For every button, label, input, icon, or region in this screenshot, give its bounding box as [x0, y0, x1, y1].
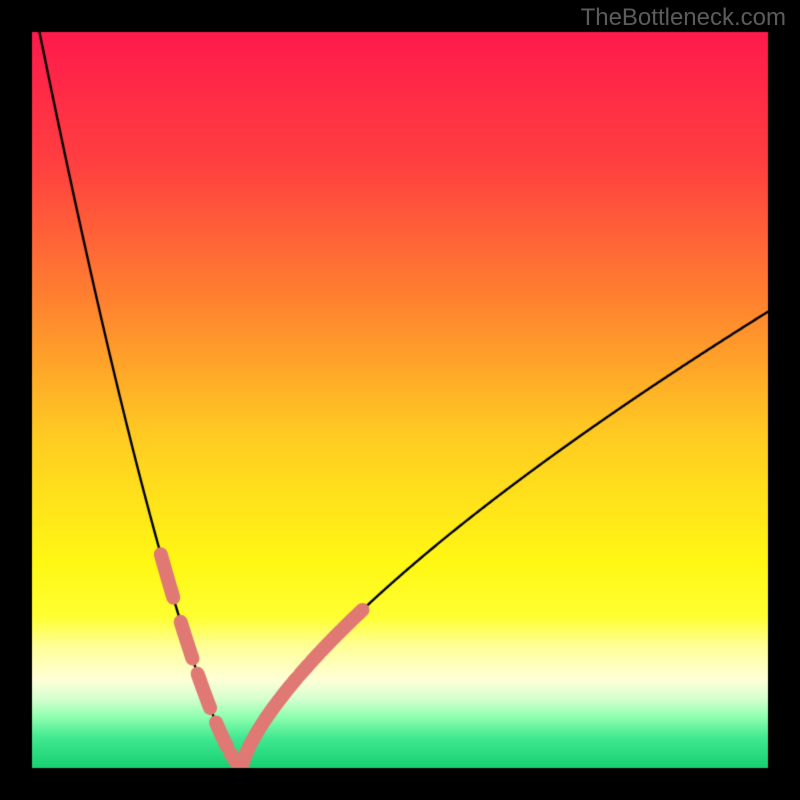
- bottleneck-curve-canvas: [0, 0, 800, 800]
- chart-container: TheBottleneck.com: [0, 0, 800, 800]
